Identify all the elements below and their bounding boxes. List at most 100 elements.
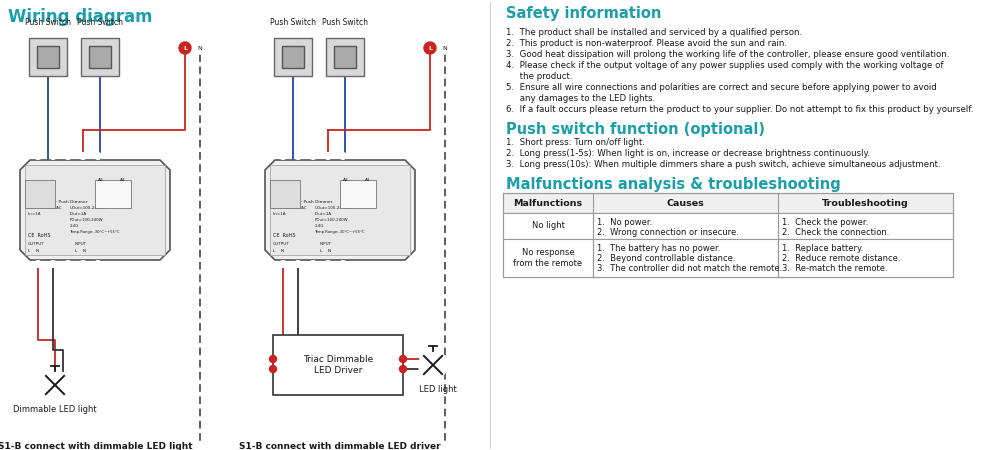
Text: Causes: Causes [667, 198, 704, 207]
Text: S1-B connect with dimmable LED driver: S1-B connect with dimmable LED driver [239, 442, 441, 450]
Circle shape [439, 42, 451, 54]
Text: IOut=1A: IOut=1A [70, 212, 87, 216]
Polygon shape [20, 160, 170, 260]
Text: 2.4G: 2.4G [315, 224, 324, 228]
Text: IIn=1A: IIn=1A [28, 212, 42, 216]
Text: UIn=100-240VAC: UIn=100-240VAC [273, 206, 308, 210]
Text: 1.  The product shall be installed and serviced by a qualified person.: 1. The product shall be installed and se… [506, 28, 802, 37]
Text: 2.  Long press(1-5s): When light is on, increase or decrease brightness continuo: 2. Long press(1-5s): When light is on, i… [506, 149, 870, 158]
Circle shape [340, 153, 347, 159]
Text: 2.  Beyond controllable distance.: 2. Beyond controllable distance. [597, 254, 736, 263]
Circle shape [34, 261, 42, 267]
Circle shape [280, 153, 287, 159]
Circle shape [419, 351, 447, 379]
Text: OUTPUT: OUTPUT [273, 242, 290, 246]
Text: LED light: LED light [419, 385, 457, 394]
Text: POut=100-240W: POut=100-240W [70, 218, 104, 222]
Text: Dimmable LED light: Dimmable LED light [13, 405, 97, 414]
Text: 1.  Check the power.: 1. Check the power. [782, 218, 868, 227]
Text: IIn=1A: IIn=1A [273, 212, 287, 216]
Circle shape [324, 261, 332, 267]
Text: 2.  Reduce remote distance.: 2. Reduce remote distance. [782, 254, 900, 263]
FancyBboxPatch shape [274, 38, 312, 76]
Text: 2.4G: 2.4G [70, 224, 79, 228]
FancyBboxPatch shape [81, 38, 119, 76]
Text: Temp.Range:-30°C~+55°C: Temp.Range:-30°C~+55°C [70, 230, 120, 234]
Circle shape [424, 42, 436, 54]
Text: S1-B connect with dimmable LED light: S1-B connect with dimmable LED light [0, 442, 192, 450]
Text: Troubleshooting: Troubleshooting [822, 198, 909, 207]
Text: Temp.Range:-30°C~+55°C: Temp.Range:-30°C~+55°C [315, 230, 366, 234]
Text: 1.  Short press: Turn on/off light.: 1. Short press: Turn on/off light. [506, 138, 645, 147]
Text: A1: A1 [120, 178, 126, 182]
FancyBboxPatch shape [95, 180, 131, 208]
FancyBboxPatch shape [503, 213, 953, 239]
Circle shape [310, 261, 316, 267]
Circle shape [94, 261, 102, 267]
Text: No light: No light [532, 221, 564, 230]
Circle shape [400, 365, 406, 373]
Circle shape [340, 261, 347, 267]
Text: L    N: L N [320, 249, 331, 253]
Text: Wiring diagram: Wiring diagram [8, 8, 152, 26]
Text: Push Switch: Push Switch [77, 18, 123, 27]
Circle shape [64, 153, 72, 159]
Text: Malfunctions: Malfunctions [513, 198, 583, 207]
Text: any damages to the LED lights.: any damages to the LED lights. [506, 94, 655, 103]
Text: UOut=100-240VAC: UOut=100-240VAC [315, 206, 353, 210]
Text: S1-B: S1-B [273, 193, 290, 198]
Text: A2: A2 [98, 178, 104, 182]
Text: OUTPUT: OUTPUT [28, 242, 45, 246]
Text: 3.  The controller did not match the remote.: 3. The controller did not match the remo… [597, 264, 782, 273]
Text: 2.  Check the connection.: 2. Check the connection. [782, 228, 889, 237]
Text: Malfunctions analysis & troubleshooting: Malfunctions analysis & troubleshooting [506, 177, 841, 192]
Text: IOut=1A: IOut=1A [315, 212, 332, 216]
Text: 6.  If a fault occurs please return the product to your supplier. Do not attempt: 6. If a fault occurs please return the p… [506, 105, 973, 114]
Text: 2.  Wrong connection or insecure.: 2. Wrong connection or insecure. [597, 228, 739, 237]
Text: UIn=100-240VAC: UIn=100-240VAC [28, 206, 62, 210]
Text: CE  RoHS: CE RoHS [28, 233, 50, 238]
Text: 1.  No power.: 1. No power. [597, 218, 652, 227]
Text: A2: A2 [343, 178, 349, 182]
Circle shape [294, 153, 302, 159]
FancyBboxPatch shape [503, 193, 953, 213]
Circle shape [50, 261, 56, 267]
Polygon shape [265, 160, 415, 260]
Circle shape [94, 153, 102, 159]
Circle shape [270, 356, 276, 363]
Text: the product.: the product. [506, 72, 572, 81]
FancyBboxPatch shape [503, 239, 953, 277]
Text: 4.  Please check if the output voltage of any power supplies used comply with th: 4. Please check if the output voltage of… [506, 61, 944, 70]
Text: Push Switch: Push Switch [322, 18, 368, 27]
Circle shape [80, 261, 87, 267]
Circle shape [179, 42, 191, 54]
Text: L: L [183, 45, 187, 50]
Text: 1.  Replace battery.: 1. Replace battery. [782, 244, 863, 253]
Text: Push Switch: Push Switch [270, 18, 316, 27]
Circle shape [64, 261, 72, 267]
FancyBboxPatch shape [25, 165, 165, 255]
FancyBboxPatch shape [37, 46, 59, 68]
Text: INPUT: INPUT [320, 242, 332, 246]
Circle shape [270, 365, 276, 373]
FancyBboxPatch shape [282, 46, 304, 68]
Text: 2.  This product is non-waterproof. Please avoid the sun and rain.: 2. This product is non-waterproof. Pleas… [506, 39, 787, 48]
Text: Push switch function (optional): Push switch function (optional) [506, 122, 765, 137]
FancyBboxPatch shape [326, 38, 364, 76]
Text: L: L [428, 45, 432, 50]
Text: S1-B: S1-B [28, 193, 44, 198]
Circle shape [294, 261, 302, 267]
Circle shape [34, 153, 42, 159]
Text: 3.  Good heat dissipation will prolong the working life of the controller, pleas: 3. Good heat dissipation will prolong th… [506, 50, 949, 59]
FancyBboxPatch shape [340, 180, 376, 208]
Text: L    N: L N [75, 249, 86, 253]
FancyBboxPatch shape [25, 180, 55, 208]
Circle shape [324, 153, 332, 159]
Text: AC Triac RF + Push Dimmer: AC Triac RF + Push Dimmer [28, 200, 87, 204]
Text: CE  RoHS: CE RoHS [273, 233, 296, 238]
Text: Triac Dimmable
LED Driver: Triac Dimmable LED Driver [303, 356, 373, 375]
Text: 5.  Ensure all wire connections and polarities are correct and secure before app: 5. Ensure all wire connections and polar… [506, 83, 937, 92]
Text: No response
from the remote: No response from the remote [513, 248, 583, 268]
Text: Push Switch: Push Switch [25, 18, 71, 27]
FancyBboxPatch shape [273, 335, 403, 395]
